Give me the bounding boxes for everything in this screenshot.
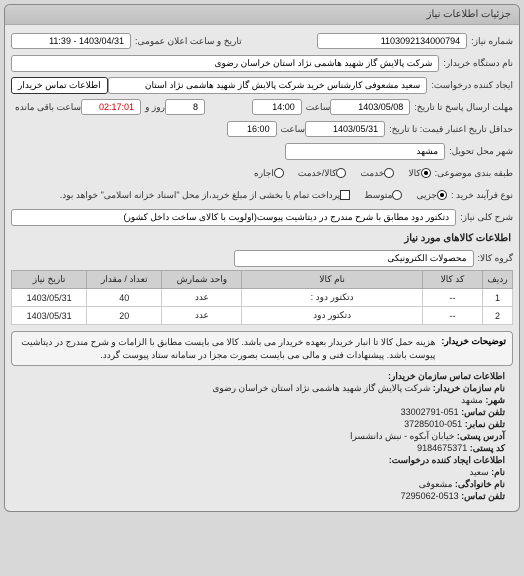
buyer-org-label: نام دستگاه خریدار: xyxy=(443,58,513,69)
table-row: 2--دتکتور دودعدد201403/05/31 xyxy=(12,307,513,325)
radio-khadamat[interactable] xyxy=(384,168,394,178)
delivery-city-value: مشهد xyxy=(285,143,445,160)
table-cell: 1 xyxy=(482,289,512,307)
goods-section-title: اطلاعات کالاهای مورد نیاز xyxy=(13,233,511,244)
table-header: نام کالا xyxy=(242,271,422,289)
need-number-value: 1103092134000794 xyxy=(317,33,467,49)
buyer-notes-label: توضیحات خریدار: xyxy=(441,336,506,361)
table-cell: 20 xyxy=(87,307,162,325)
buyer-notes-box: توضیحات خریدار: هزینه حمل کالا تا انبار … xyxy=(11,331,513,366)
table-cell: 1403/05/31 xyxy=(12,289,87,307)
checkbox-treasury[interactable] xyxy=(340,190,350,200)
contact-phone: تلفن تماس: 0513-7295062 xyxy=(19,491,505,502)
table-header: واحد شمارش xyxy=(162,271,242,289)
days-label: روز و xyxy=(145,102,165,113)
radio-both-label: کالا/خدمت xyxy=(298,168,337,179)
table-cell: عدد xyxy=(162,289,242,307)
table-header: تاریخ نیاز xyxy=(12,271,87,289)
contact-name: نام: سعید xyxy=(19,467,505,478)
radio-process1[interactable] xyxy=(437,190,447,200)
table-cell: -- xyxy=(422,289,482,307)
table-header: ردیف xyxy=(482,271,512,289)
deadline-time: 14:00 xyxy=(252,99,302,115)
creator-value: سعید مشعوفی کارشناس خرید شرکت پالایش گاز… xyxy=(108,77,428,94)
need-number-label: شماره نیاز: xyxy=(471,36,513,47)
need-details-panel: جزئیات اطلاعات نیاز شماره نیاز: 11030921… xyxy=(4,4,520,512)
contact-org: نام سازمان خریدار: شرکت پالایش گاز شهید … xyxy=(19,383,505,394)
buyer-org-value: شرکت پالایش گاز شهید هاشمی نژاد استان خر… xyxy=(11,55,439,72)
table-cell: دتکتور دود : xyxy=(242,289,422,307)
panel-header: جزئیات اطلاعات نیاز xyxy=(5,5,519,25)
contact-family: نام خانوادگی: مشعوفی xyxy=(19,479,505,490)
contact-fax: تلفن نمابر: 051-37285010 xyxy=(19,419,505,430)
announce-value: 1403/04/31 - 11:39 xyxy=(11,33,131,49)
need-key-label: شرح کلی نیاز: xyxy=(460,212,513,223)
time-label-2: ساعت xyxy=(281,124,306,135)
contact-info-button[interactable]: اطلاعات تماس خریدار xyxy=(11,77,108,94)
table-row: 1--دتکتور دود :عدد401403/05/31 xyxy=(12,289,513,307)
radio-process2[interactable] xyxy=(392,190,402,200)
radio-kala[interactable] xyxy=(421,168,431,178)
radio-rent[interactable] xyxy=(274,168,284,178)
contact-tel: تلفن تماس: 051-33002791 xyxy=(19,407,505,418)
table-cell: 40 xyxy=(87,289,162,307)
remaining-label: ساعت باقی مانده xyxy=(15,102,81,113)
buyer-notes-text: هزینه حمل کالا تا انبار خریدار بعهده خری… xyxy=(18,336,435,361)
days-value: 8 xyxy=(165,99,205,115)
table-cell: 1403/05/31 xyxy=(12,307,87,325)
table-cell: دتکتور دود xyxy=(242,307,422,325)
table-cell: 2 xyxy=(482,307,512,325)
deadline-label: مهلت ارسال پاسخ تا تاریخ: xyxy=(414,102,513,113)
need-key-value: دتکتور دود مطابق با شرح مندرج در دیتاشیت… xyxy=(11,209,456,226)
delivery-city-label: شهر محل تحویل: xyxy=(449,146,513,157)
radio-khadamat-label: خدمت xyxy=(360,168,384,179)
time-label-1: ساعت xyxy=(306,102,331,113)
process2-label: متوسط xyxy=(364,190,392,201)
table-header: کد کالا xyxy=(422,271,482,289)
contact-addr: آدرس پستی: خیابان آبکوه - نبش دانشسرا xyxy=(19,431,505,442)
creator-label: ایجاد کننده درخواست: xyxy=(431,80,513,91)
subject-type-label: طبقه بندی موضوعی: xyxy=(435,168,513,179)
process-note: پرداخت تمام یا بخشی از مبلغ خرید،از محل … xyxy=(60,190,340,201)
process-label: نوع فرآیند خرید : xyxy=(451,190,513,201)
price-valid-time: 16:00 xyxy=(227,121,277,137)
announce-label: تاریخ و ساعت اعلان عمومی: xyxy=(135,36,242,47)
radio-kala-label: کالا xyxy=(408,168,420,179)
radio-both[interactable] xyxy=(336,168,346,178)
process1-label: جزیی xyxy=(416,190,437,201)
price-valid-label: حداقل تاریخ اعتبار قیمت: تا تاریخ: xyxy=(389,124,513,135)
remaining-time: 02:17:01 xyxy=(81,99,141,115)
contact-city: شهر: مشهد xyxy=(19,395,505,406)
contact-section-title: اطلاعات تماس سازمان خریدار: xyxy=(19,371,505,382)
goods-group-label: گروه کالا: xyxy=(478,253,513,264)
table-cell: -- xyxy=(422,307,482,325)
table-header: تعداد / مقدار xyxy=(87,271,162,289)
table-cell: عدد xyxy=(162,307,242,325)
contact-zip: کد پستی: 9184675371 xyxy=(19,443,505,454)
goods-table: ردیفکد کالانام کالاواحد شمارشتعداد / مقد… xyxy=(11,270,513,325)
price-valid-date: 1403/05/31 xyxy=(305,121,385,137)
radio-rent-label: اجاره xyxy=(254,168,274,179)
creator-section-title: اطلاعات ایجاد کننده درخواست: xyxy=(19,455,505,466)
goods-group-value: محصولات الکترونیکی xyxy=(234,250,474,267)
deadline-date: 1403/05/08 xyxy=(330,99,410,115)
